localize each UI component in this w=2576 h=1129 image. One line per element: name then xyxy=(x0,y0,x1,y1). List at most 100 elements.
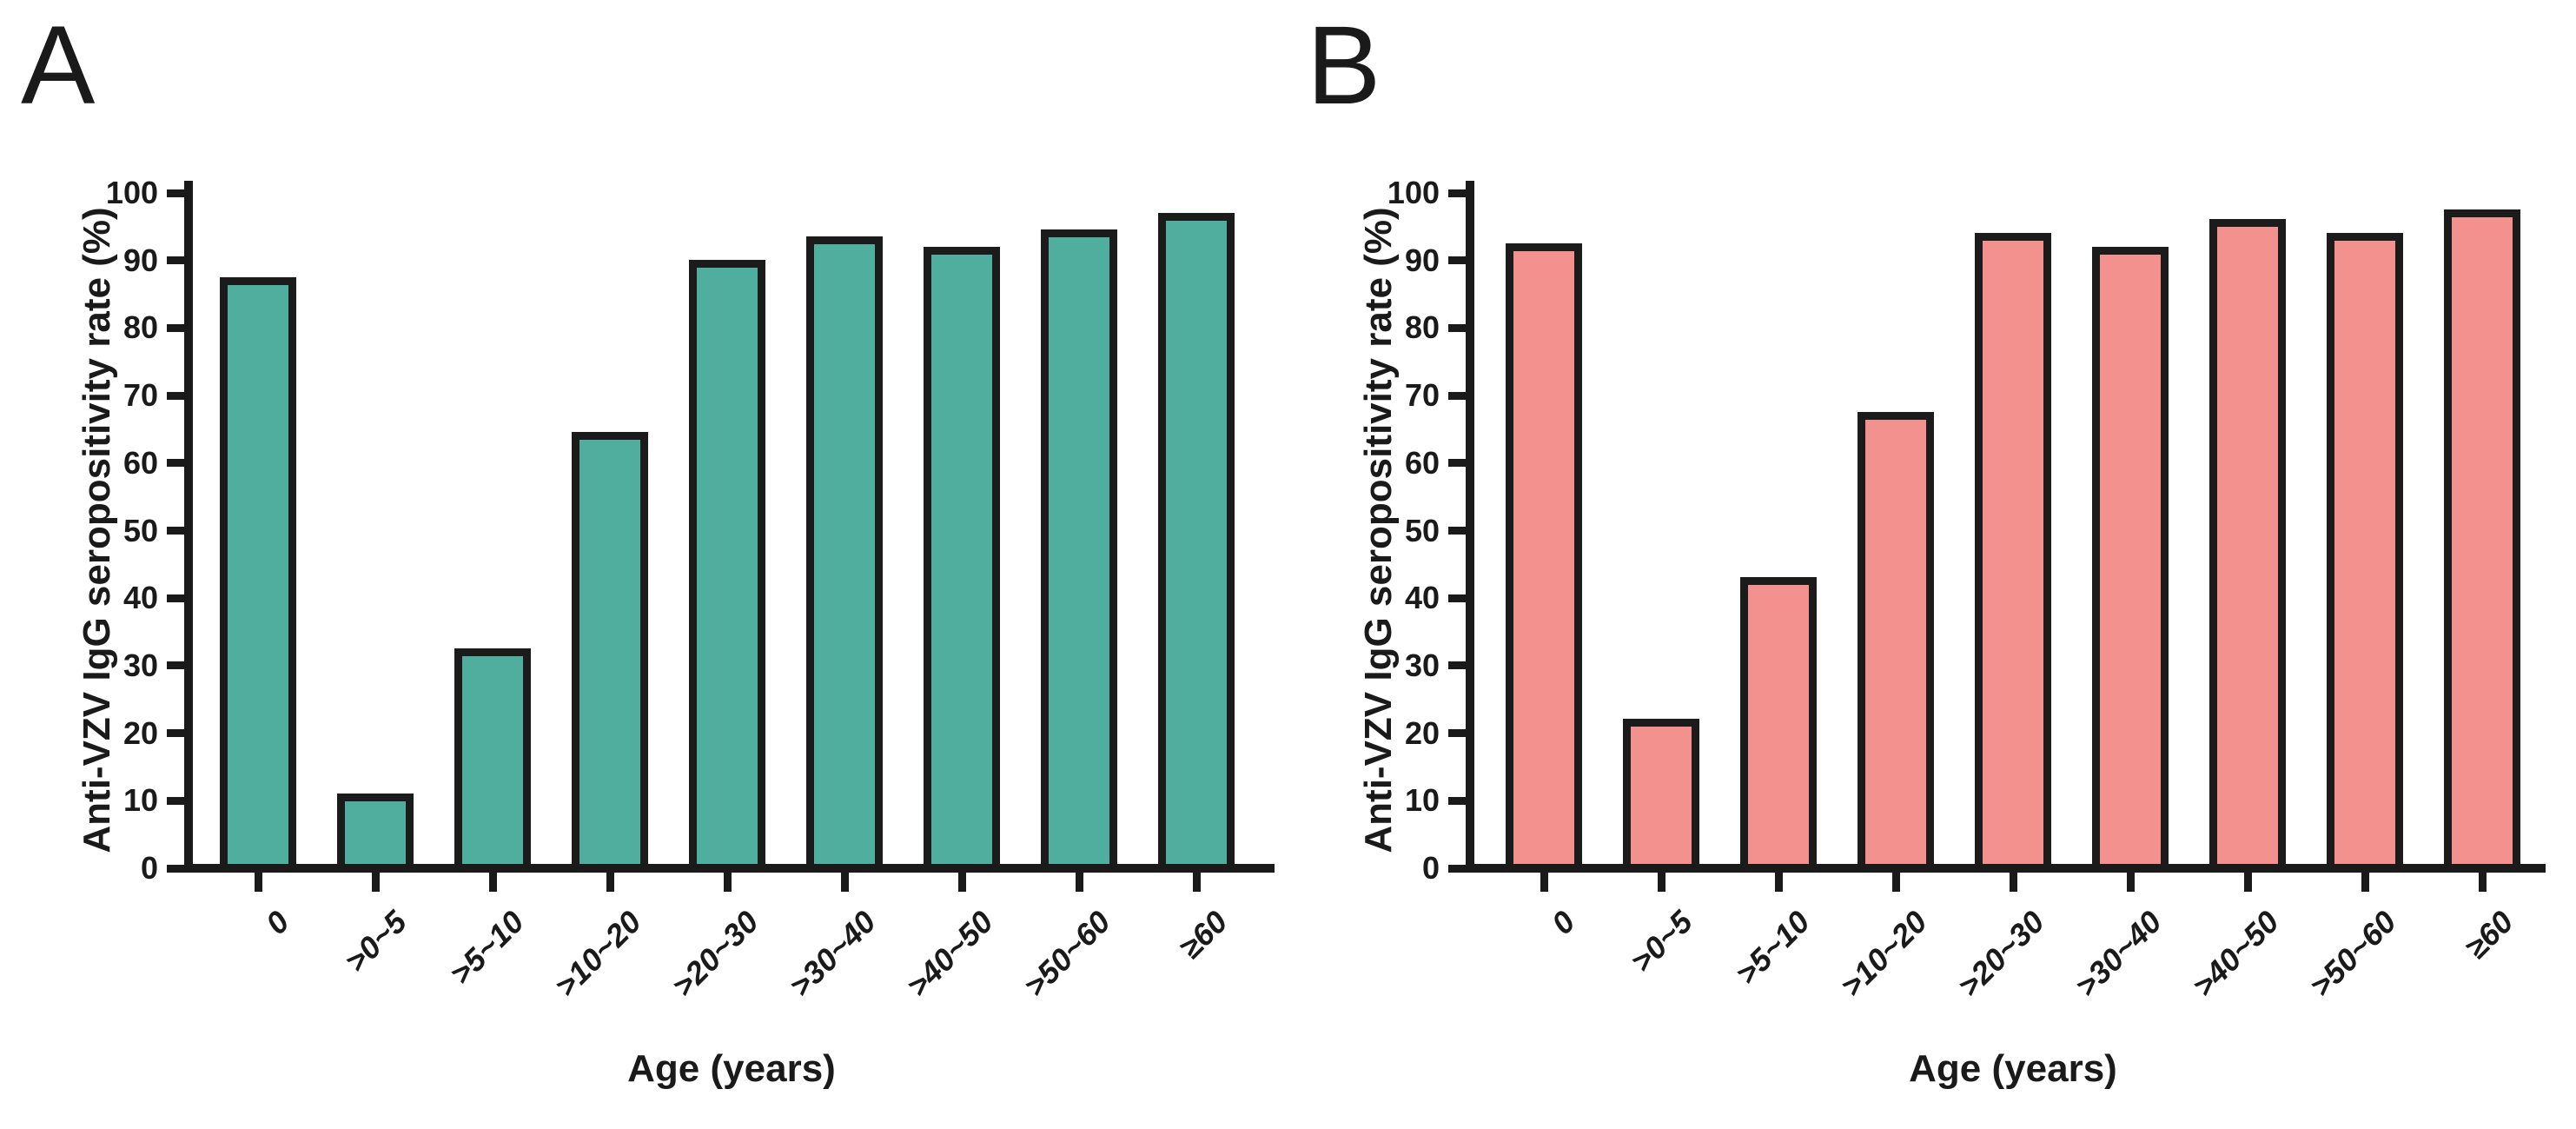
x-tick xyxy=(2361,873,2369,892)
x-category-label: 0 xyxy=(258,903,296,941)
y-tick-label: 40 xyxy=(123,580,158,616)
y-tick-label: 40 xyxy=(1404,580,1440,616)
y-tick-label: 60 xyxy=(1404,444,1440,481)
y-tick-label: 90 xyxy=(123,242,158,278)
bar-A-4 xyxy=(572,432,648,873)
y-tick-label: 100 xyxy=(1387,175,1440,210)
bar-A-6 xyxy=(806,236,883,873)
panel-b-x-axis-title: Age (years) xyxy=(1909,1047,2117,1090)
bar-A-9 xyxy=(1158,212,1235,873)
x-category-label: >10~20 xyxy=(547,903,648,1005)
y-tick-label: 20 xyxy=(123,714,158,751)
y-tick xyxy=(167,594,184,602)
x-category-label: >40~50 xyxy=(2185,903,2286,1005)
x-axis-line xyxy=(1466,864,2546,873)
bar-B-1 xyxy=(1506,242,1582,873)
bar-B-8 xyxy=(2327,233,2403,873)
x-category-label: >20~30 xyxy=(1950,903,2051,1005)
x-tick xyxy=(1540,873,1548,892)
x-tick xyxy=(1891,873,1900,892)
y-tick xyxy=(167,189,184,197)
bar-B-9 xyxy=(2444,209,2520,873)
y-tick xyxy=(1448,864,1466,873)
y-tick xyxy=(167,323,184,332)
x-tick xyxy=(488,873,497,892)
y-tick-label: 80 xyxy=(123,309,158,346)
bar-A-1 xyxy=(220,276,296,873)
bar-A-5 xyxy=(689,260,765,873)
y-axis-line xyxy=(1466,181,1474,873)
y-axis-line xyxy=(184,181,193,873)
y-tick xyxy=(1448,527,1466,535)
y-tick xyxy=(1448,391,1466,400)
x-tick xyxy=(254,873,262,892)
y-tick-label: 10 xyxy=(123,782,158,819)
y-tick-label: 10 xyxy=(1404,782,1440,819)
y-tick xyxy=(167,661,184,670)
x-tick xyxy=(2126,873,2135,892)
x-tick xyxy=(1075,873,1083,892)
y-tick-label: 60 xyxy=(123,444,158,481)
y-tick-label: 90 xyxy=(1404,242,1440,278)
bar-B-6 xyxy=(2092,246,2169,873)
x-category-label: >50~60 xyxy=(1016,903,1117,1005)
x-tick xyxy=(840,873,849,892)
bar-B-5 xyxy=(1975,233,2051,873)
y-tick-label: 70 xyxy=(1404,377,1440,414)
x-category-label: >20~30 xyxy=(665,903,765,1005)
y-tick-label: 20 xyxy=(1404,714,1440,751)
y-tick xyxy=(167,796,184,805)
y-tick-label: 30 xyxy=(123,647,158,683)
panel-a-label: A xyxy=(21,3,96,128)
x-tick xyxy=(2478,873,2487,892)
y-tick-label: 0 xyxy=(140,850,158,886)
x-tick xyxy=(2243,873,2252,892)
x-tick xyxy=(1192,873,1201,892)
x-category-label: >5~10 xyxy=(1728,903,1817,992)
bar-A-3 xyxy=(454,648,531,873)
x-category-label: >5~10 xyxy=(442,903,531,992)
y-tick xyxy=(167,459,184,468)
x-tick xyxy=(723,873,732,892)
y-tick-label: 100 xyxy=(105,175,158,210)
x-category-label: 0 xyxy=(1544,903,1582,941)
panel-a-x-axis-title: Age (years) xyxy=(627,1047,836,1090)
y-tick xyxy=(1448,796,1466,805)
bar-A-7 xyxy=(924,246,1000,873)
y-tick xyxy=(1448,661,1466,670)
bar-A-8 xyxy=(1041,229,1117,873)
bar-B-3 xyxy=(1740,577,1817,873)
x-category-label: >30~40 xyxy=(2068,903,2169,1005)
y-tick-label: 0 xyxy=(1421,850,1440,886)
bar-B-4 xyxy=(1858,411,1934,873)
x-tick xyxy=(1774,873,1783,892)
y-tick xyxy=(167,256,184,265)
y-tick xyxy=(167,729,184,738)
y-tick xyxy=(1448,459,1466,468)
y-tick-label: 80 xyxy=(1404,309,1440,346)
panel-b-label: B xyxy=(1307,3,1381,128)
x-category-label: >40~50 xyxy=(899,903,1000,1005)
y-tick-label: 50 xyxy=(1404,512,1440,548)
bar-B-7 xyxy=(2209,219,2286,873)
x-category-label: >10~20 xyxy=(1833,903,1934,1005)
x-axis-line xyxy=(184,864,1275,873)
x-category-label: >30~40 xyxy=(782,903,883,1005)
y-tick-label: 50 xyxy=(123,512,158,548)
x-tick xyxy=(2009,873,2017,892)
bar-A-2 xyxy=(337,793,414,873)
y-tick-label: 70 xyxy=(123,377,158,414)
y-tick xyxy=(167,391,184,400)
bar-B-2 xyxy=(1623,719,1699,873)
x-category-label: >50~60 xyxy=(2302,903,2403,1005)
x-tick xyxy=(606,873,614,892)
y-tick xyxy=(1448,594,1466,602)
x-category-label: ≥60 xyxy=(2458,903,2520,966)
y-tick xyxy=(1448,256,1466,265)
y-tick xyxy=(1448,189,1466,197)
x-category-label: >0~5 xyxy=(337,903,414,980)
x-tick xyxy=(371,873,380,892)
x-category-label: >0~5 xyxy=(1623,903,1699,980)
y-tick xyxy=(167,864,184,873)
